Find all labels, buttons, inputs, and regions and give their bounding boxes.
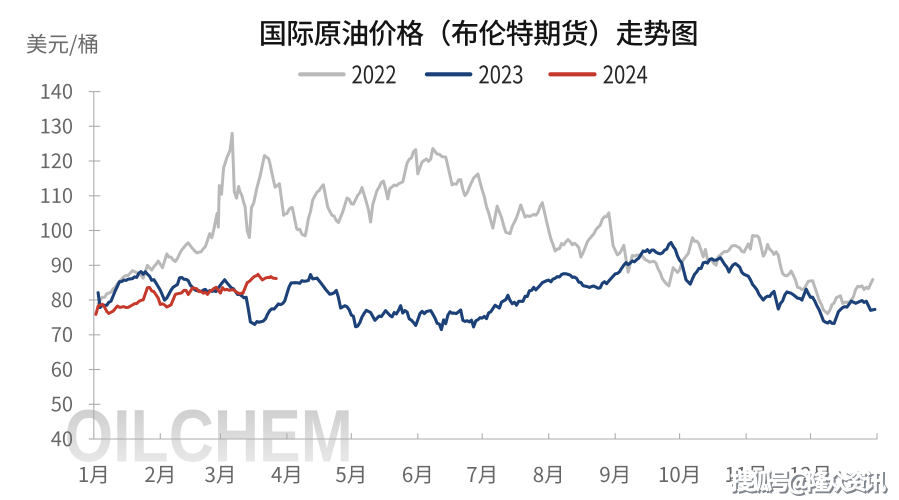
svg-text:OILCHEM: OILCHEM bbox=[65, 395, 353, 478]
